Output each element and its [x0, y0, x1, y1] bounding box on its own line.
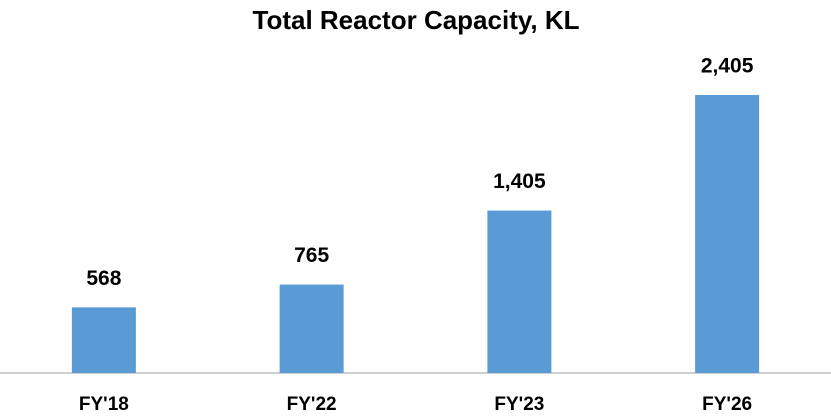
bar [695, 95, 760, 373]
bar [279, 284, 344, 373]
value-label: 765 [294, 244, 329, 267]
x-tick-label: FY'22 [287, 394, 337, 415]
value-label: 1,405 [493, 170, 546, 193]
bar [487, 210, 552, 373]
bar [71, 307, 136, 373]
x-tick-label: FY'18 [79, 394, 129, 415]
value-label: 2,405 [701, 55, 754, 78]
value-label: 568 [86, 267, 121, 290]
x-tick-label: FY'26 [702, 394, 752, 415]
chart-title: Total Reactor Capacity, KL [253, 5, 580, 35]
x-tick-label: FY'23 [494, 394, 544, 415]
